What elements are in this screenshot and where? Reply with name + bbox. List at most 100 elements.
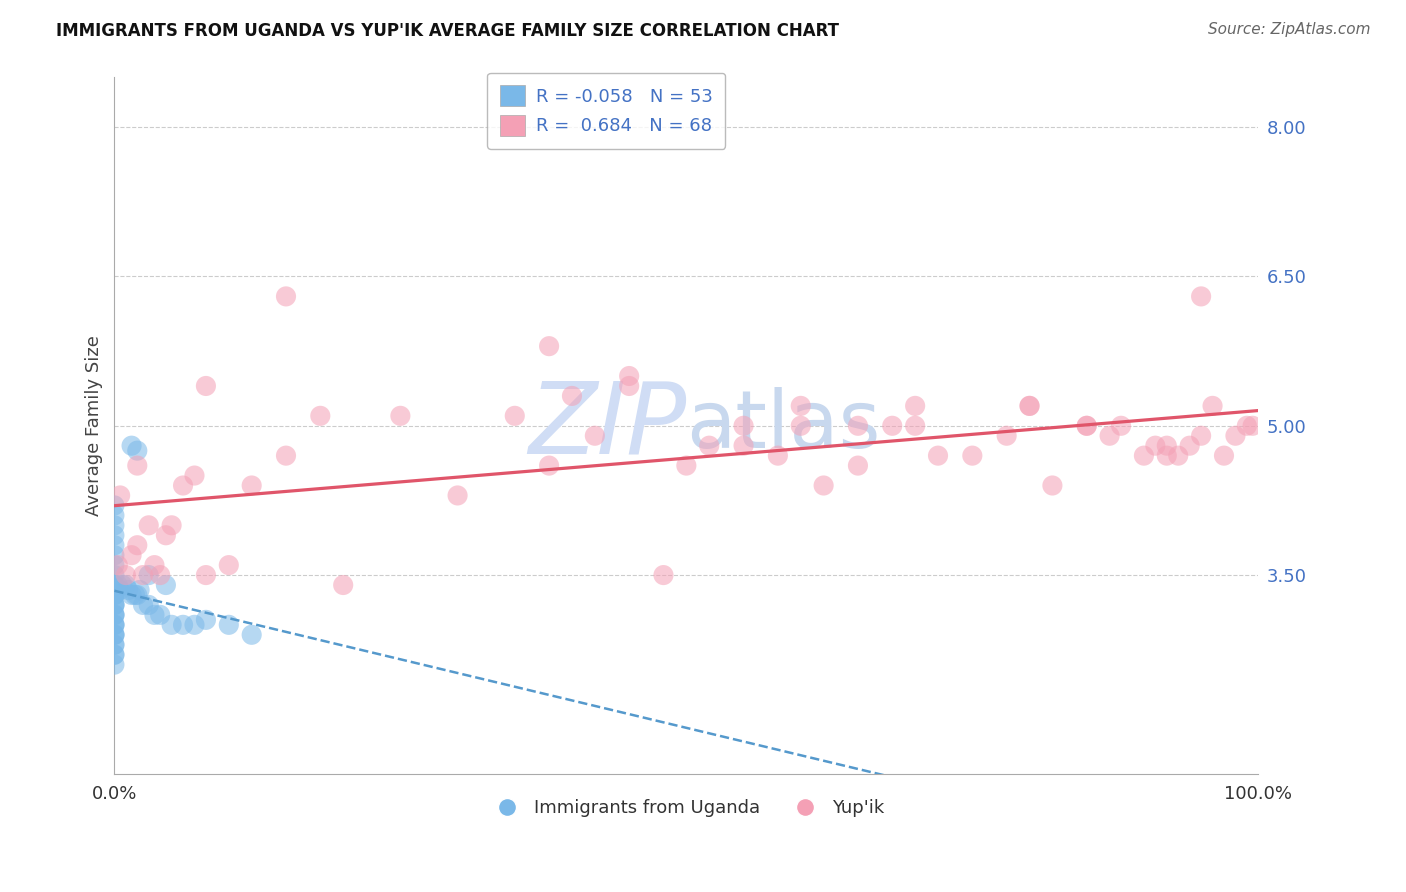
Point bbox=[127, 588, 149, 602]
Point bbox=[103, 628, 125, 642]
Point bbox=[332, 578, 354, 592]
Point bbox=[103, 588, 125, 602]
Point bbox=[160, 518, 183, 533]
Point bbox=[103, 578, 125, 592]
Point bbox=[882, 418, 904, 433]
Point bbox=[127, 538, 149, 552]
Point bbox=[1018, 399, 1040, 413]
Point bbox=[389, 409, 412, 423]
Point bbox=[733, 418, 755, 433]
Point bbox=[904, 399, 927, 413]
Point bbox=[149, 568, 172, 582]
Point bbox=[103, 607, 125, 622]
Point bbox=[115, 568, 138, 582]
Point bbox=[121, 439, 143, 453]
Point bbox=[1076, 418, 1098, 433]
Point bbox=[1156, 449, 1178, 463]
Point bbox=[274, 449, 297, 463]
Point bbox=[143, 558, 166, 573]
Point bbox=[121, 548, 143, 562]
Point bbox=[274, 289, 297, 303]
Point bbox=[1236, 418, 1258, 433]
Point bbox=[1167, 449, 1189, 463]
Point bbox=[107, 578, 129, 592]
Point bbox=[103, 607, 125, 622]
Point bbox=[218, 558, 240, 573]
Point bbox=[1189, 289, 1212, 303]
Point bbox=[103, 538, 125, 552]
Point bbox=[183, 617, 205, 632]
Point bbox=[1241, 418, 1264, 433]
Point bbox=[143, 607, 166, 622]
Text: Source: ZipAtlas.com: Source: ZipAtlas.com bbox=[1208, 22, 1371, 37]
Point bbox=[1098, 428, 1121, 442]
Point bbox=[103, 617, 125, 632]
Point bbox=[846, 418, 869, 433]
Point bbox=[652, 568, 675, 582]
Point bbox=[132, 598, 155, 612]
Point bbox=[240, 478, 263, 492]
Text: ZIP: ZIP bbox=[529, 377, 686, 475]
Point bbox=[813, 478, 835, 492]
Point bbox=[127, 458, 149, 473]
Point bbox=[962, 449, 984, 463]
Point bbox=[103, 628, 125, 642]
Point bbox=[103, 607, 125, 622]
Point bbox=[138, 518, 160, 533]
Text: IMMIGRANTS FROM UGANDA VS YUP'IK AVERAGE FAMILY SIZE CORRELATION CHART: IMMIGRANTS FROM UGANDA VS YUP'IK AVERAGE… bbox=[56, 22, 839, 40]
Legend: Immigrants from Uganda, Yup'ik: Immigrants from Uganda, Yup'ik bbox=[481, 792, 891, 824]
Point bbox=[103, 648, 125, 662]
Point bbox=[117, 582, 139, 597]
Point bbox=[1156, 439, 1178, 453]
Point bbox=[160, 617, 183, 632]
Point bbox=[790, 399, 813, 413]
Point bbox=[617, 369, 640, 384]
Point bbox=[733, 439, 755, 453]
Point bbox=[927, 449, 949, 463]
Point bbox=[103, 558, 125, 573]
Point bbox=[995, 428, 1018, 442]
Point bbox=[103, 598, 125, 612]
Point bbox=[561, 389, 583, 403]
Point bbox=[309, 409, 332, 423]
Text: atlas: atlas bbox=[686, 387, 880, 465]
Point bbox=[107, 558, 129, 573]
Point bbox=[108, 488, 131, 502]
Point bbox=[194, 568, 217, 582]
Point bbox=[1144, 439, 1167, 453]
Point bbox=[1225, 428, 1247, 442]
Point bbox=[103, 578, 125, 592]
Point bbox=[697, 439, 720, 453]
Point bbox=[183, 468, 205, 483]
Point bbox=[103, 528, 125, 542]
Point bbox=[103, 628, 125, 642]
Point bbox=[240, 628, 263, 642]
Point bbox=[103, 638, 125, 652]
Point bbox=[115, 578, 138, 592]
Point bbox=[503, 409, 526, 423]
Point bbox=[103, 548, 125, 562]
Point bbox=[194, 379, 217, 393]
Point bbox=[538, 458, 561, 473]
Point bbox=[103, 598, 125, 612]
Point bbox=[155, 578, 177, 592]
Point bbox=[538, 339, 561, 353]
Point bbox=[1189, 428, 1212, 442]
Point bbox=[103, 638, 125, 652]
Point bbox=[138, 568, 160, 582]
Point bbox=[121, 588, 143, 602]
Point bbox=[1133, 449, 1156, 463]
Point bbox=[155, 528, 177, 542]
Point bbox=[172, 478, 194, 492]
Point bbox=[904, 418, 927, 433]
Point bbox=[124, 588, 146, 602]
Point bbox=[446, 488, 468, 502]
Point bbox=[1201, 399, 1223, 413]
Point bbox=[103, 568, 125, 582]
Point bbox=[127, 443, 149, 458]
Y-axis label: Average Family Size: Average Family Size bbox=[86, 335, 103, 516]
Point bbox=[103, 617, 125, 632]
Point bbox=[103, 657, 125, 672]
Point bbox=[1076, 418, 1098, 433]
Point bbox=[103, 588, 125, 602]
